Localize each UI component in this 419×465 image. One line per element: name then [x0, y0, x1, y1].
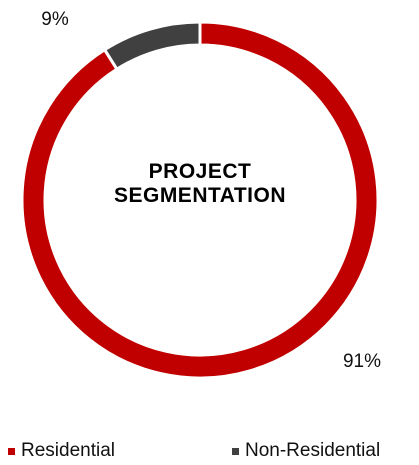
legend-label: Non-Residential	[245, 440, 381, 461]
data-label: 9%	[41, 9, 69, 30]
donut-slice	[102, 20, 202, 72]
donut-slice	[20, 20, 380, 380]
legend-label: Residential	[21, 440, 115, 461]
chart-title: PROJECT SEGMENTATION	[113, 160, 287, 207]
legend-swatch	[8, 447, 15, 455]
legend-swatch	[232, 447, 239, 455]
legend: Residential Non-Residential	[0, 440, 419, 464]
data-label: 91%	[343, 351, 381, 372]
legend-item: Residential	[8, 440, 115, 462]
legend-item: Non-Residential	[232, 440, 380, 462]
